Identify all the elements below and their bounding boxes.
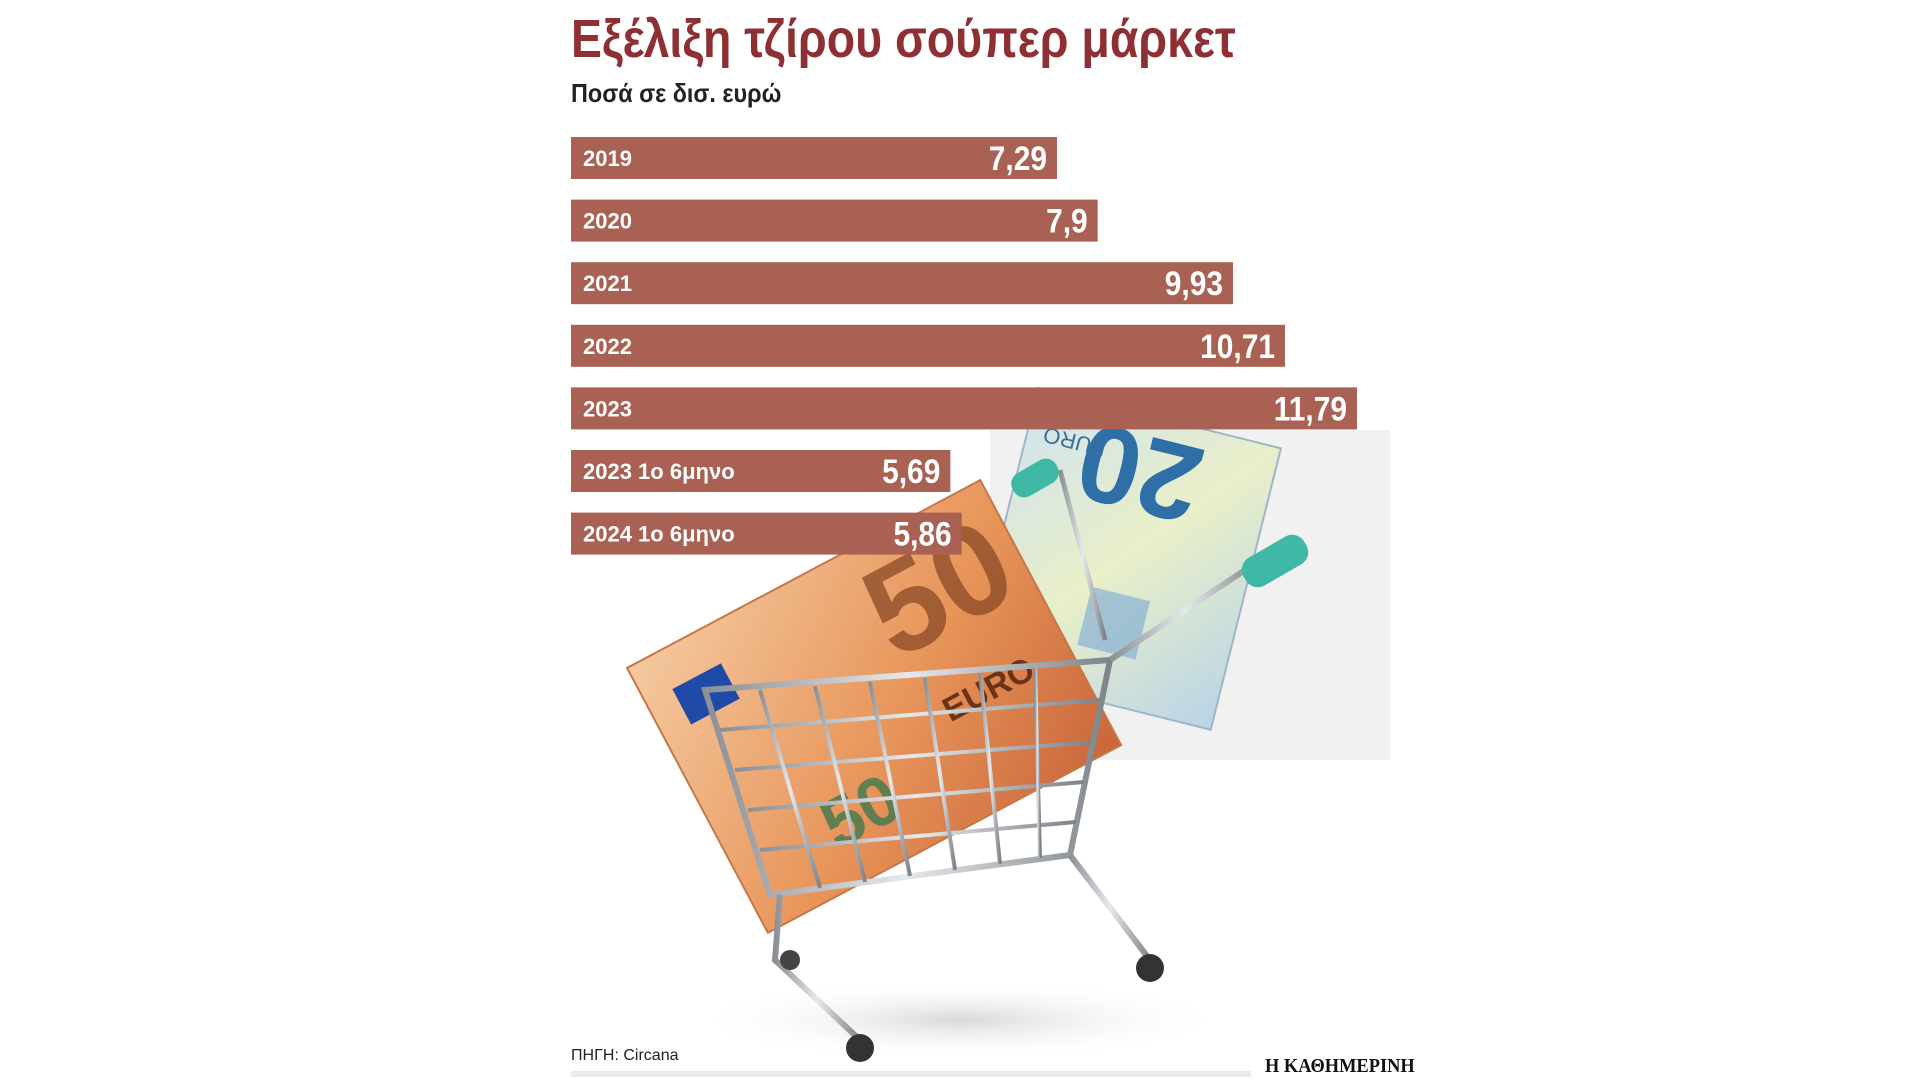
publisher-logo: Η ΚΑΘΗΜΕΡΙΝΗ bbox=[1265, 1055, 1415, 1077]
bar-value-label: 7,29 bbox=[989, 139, 1047, 177]
bar bbox=[571, 450, 951, 492]
bar-category-label: 2022 bbox=[583, 334, 632, 359]
chart-title: Εξέλιξη τζίρου σούπερ μάρκετ bbox=[571, 9, 1236, 69]
cart-wheel bbox=[1136, 954, 1164, 982]
bars-group: 2019 7,29 2020 7,9 2021 9,93 2022 10,71 2023 11,7… bbox=[571, 137, 1357, 555]
bar-value-label: 9,93 bbox=[1165, 264, 1223, 302]
cart-basket bbox=[700, 469, 1262, 1043]
cart-wheel bbox=[846, 1034, 874, 1062]
bar-category-label: 2023 bbox=[583, 396, 632, 421]
bar bbox=[571, 199, 1098, 242]
bar bbox=[571, 324, 1285, 367]
bar-value-label: 5,86 bbox=[893, 515, 951, 553]
bar-category-label: 2024 1ο 6μηνο bbox=[583, 522, 735, 547]
footer-divider bbox=[571, 1071, 1251, 1077]
bar-value-label: 11,79 bbox=[1274, 390, 1347, 428]
bar bbox=[571, 262, 1233, 305]
bar-value-label: 5,69 bbox=[882, 452, 940, 490]
cart-wheel bbox=[780, 950, 800, 970]
cart-handle-right bbox=[1241, 534, 1309, 588]
cart-shadow bbox=[690, 980, 1230, 1060]
source-note: ΠΗΓΗ: Circana bbox=[571, 1047, 679, 1064]
cart-handle-left bbox=[1011, 458, 1059, 498]
bar-value-label: 7,9 bbox=[1046, 202, 1088, 240]
bar bbox=[571, 387, 1357, 430]
bar bbox=[571, 137, 1057, 179]
bar-category-label: 2021 bbox=[583, 271, 632, 296]
chart-subtitle: Ποσά σε δισ. ευρώ bbox=[571, 78, 782, 108]
bar-category-label: 2020 bbox=[583, 209, 632, 234]
bar-value-label: 10,71 bbox=[1200, 327, 1275, 365]
bar-category-label: 2023 1ο 6μηνο bbox=[583, 459, 735, 484]
bar bbox=[571, 512, 962, 555]
bar-category-label: 2019 bbox=[583, 146, 632, 171]
